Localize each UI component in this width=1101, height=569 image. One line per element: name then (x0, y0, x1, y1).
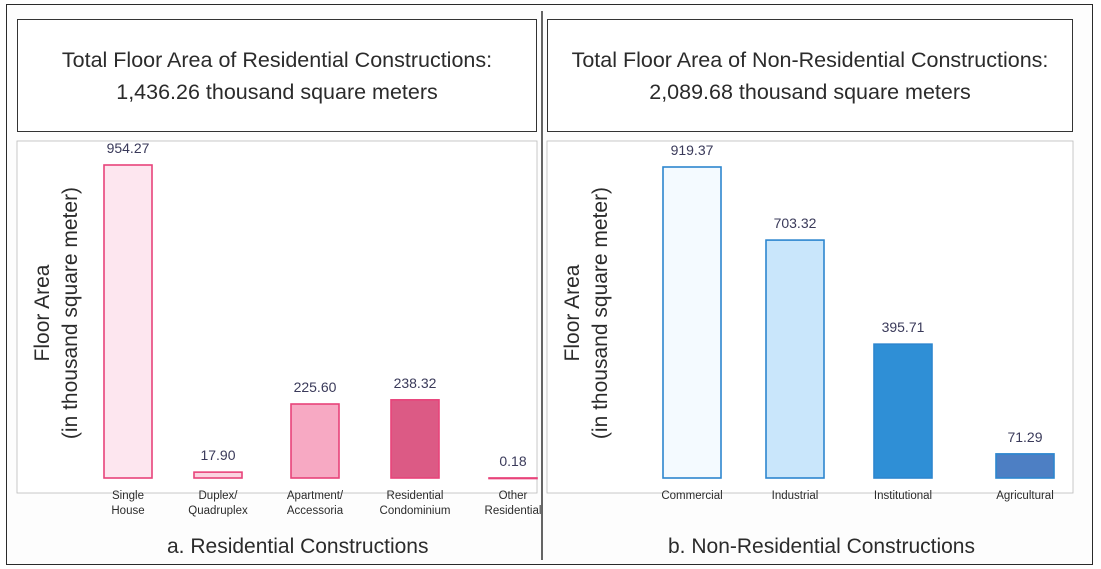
right-category-label-1: Commercial (661, 490, 722, 502)
left-y-axis-label-line1: Floor Area (31, 264, 54, 362)
left-bar-3 (290, 403, 340, 479)
left-category-label-4: Residential Condominium (380, 490, 451, 517)
right-chart-title: Total Floor Area of Non-Residential Cons… (547, 19, 1073, 132)
left-chart-title: Total Floor Area of Residential Construc… (17, 19, 537, 132)
right-chart-caption: b. Non-Residential Constructions (668, 535, 975, 558)
right-value-label-4: 71.29 (1007, 429, 1042, 445)
bar-charts-canvas: 954.27 Single House 17.90 Duplex/Quadruplex 2… (16, 11, 1074, 560)
right-y-axis-label-line1: Floor Area (561, 264, 584, 362)
right-bar-4 (995, 453, 1055, 479)
right-category-label-4: Agricultural (996, 490, 1054, 502)
left-bar-4 (390, 399, 440, 479)
left-category-label-5: Other Residential (485, 490, 542, 517)
right-bar-2 (765, 239, 825, 479)
figure-frame: 954.27 Single House 17.90 Duplex/Quadruplex 2… (6, 4, 1093, 565)
left-y-axis-label-line2: (in thousand square meter) (59, 186, 82, 440)
left-y-axis-label: Floor Area (in thousand square meter) (29, 183, 85, 443)
right-bar-3 (873, 343, 933, 479)
left-plot-area (16, 140, 538, 494)
left-bar-2 (193, 471, 243, 479)
left-chart-caption: a. Residential Constructions (167, 535, 429, 558)
right-bar-1 (662, 166, 722, 479)
left-bar-5 (488, 477, 538, 480)
right-value-label-1: 919.37 (671, 142, 714, 158)
left-category-label-1: Single House (111, 490, 144, 517)
left-value-label-4: 238.32 (394, 375, 437, 391)
left-value-label-1: 954.27 (107, 140, 150, 156)
left-value-label-3: 225.60 (294, 379, 337, 395)
left-bar-1 (103, 164, 153, 479)
right-category-label-3: Institutional (874, 490, 932, 502)
right-value-label-3: 395.71 (882, 319, 925, 335)
right-y-axis-label-line2: (in thousand square meter) (589, 186, 612, 440)
right-y-axis-label: Floor Area (in thousand square meter) (559, 183, 615, 443)
left-value-label-2: 17.90 (200, 447, 235, 463)
right-category-label-2: Industrial (772, 490, 819, 502)
left-value-label-5: 0.18 (499, 453, 526, 469)
left-category-label-3: Apartment/Accessoria (287, 490, 344, 517)
right-value-label-2: 703.32 (774, 215, 817, 231)
left-category-label-2: Duplex/Quadruplex (188, 490, 248, 517)
